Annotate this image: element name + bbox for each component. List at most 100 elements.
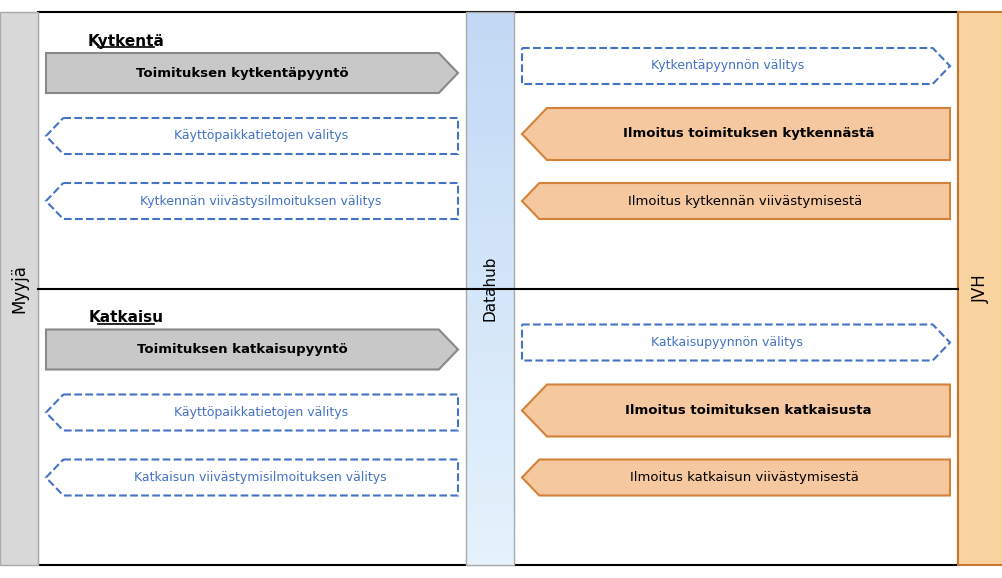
Bar [466, 136, 513, 144]
Bar [466, 454, 513, 462]
Bar [957, 12, 1002, 565]
Polygon shape [46, 183, 458, 219]
Bar [466, 171, 513, 179]
Bar [466, 199, 513, 206]
Bar [466, 379, 513, 386]
Bar [466, 192, 513, 199]
Bar [466, 281, 513, 290]
Text: Katkaisu: Katkaisu [88, 310, 163, 325]
Text: Käyttöpaikkatietojen välitys: Käyttöpaikkatietojen välitys [173, 129, 348, 143]
Bar [466, 143, 513, 151]
Polygon shape [521, 108, 949, 160]
Text: Ilmoitus katkaisun viivästymisestä: Ilmoitus katkaisun viivästymisestä [629, 471, 859, 484]
Bar [466, 399, 513, 407]
Bar [466, 109, 513, 117]
Text: Katkaisun viivästymisilmoituksen välitys: Katkaisun viivästymisilmoituksen välitys [134, 471, 387, 484]
Text: Datahub: Datahub [482, 255, 497, 321]
Bar [466, 551, 513, 559]
Bar [466, 482, 513, 490]
Bar [466, 116, 513, 123]
Bar [466, 344, 513, 351]
Polygon shape [521, 48, 949, 84]
Bar [466, 240, 513, 248]
Bar [466, 12, 513, 565]
Text: Kytkentäpyynnön välitys: Kytkentäpyynnön välitys [650, 60, 804, 72]
Bar [466, 538, 513, 545]
Bar [466, 337, 513, 344]
Text: Myyjä: Myyjä [10, 264, 28, 313]
Bar [466, 489, 513, 497]
Bar [466, 213, 513, 220]
Bar [466, 275, 513, 283]
Bar [466, 220, 513, 227]
Bar [466, 358, 513, 365]
Bar [466, 102, 513, 110]
Text: JVH: JVH [971, 274, 989, 303]
Bar [466, 81, 513, 89]
Bar [466, 372, 513, 379]
Bar [466, 413, 513, 421]
Text: Katkaisupyynnön välitys: Katkaisupyynnön välitys [650, 336, 803, 349]
Bar [466, 185, 513, 192]
Bar [466, 47, 513, 54]
Bar [466, 392, 513, 400]
Text: Toimituksen kytkentäpyyntö: Toimituksen kytkentäpyyntö [136, 66, 349, 80]
Bar [466, 95, 513, 103]
Polygon shape [46, 395, 458, 431]
Bar [466, 468, 513, 476]
Bar [466, 440, 513, 449]
Bar [466, 129, 513, 137]
Text: Toimituksen katkaisupyyntö: Toimituksen katkaisupyyntö [137, 343, 348, 356]
Bar [466, 510, 513, 517]
Text: Kytkentä: Kytkentä [87, 34, 164, 49]
Bar [466, 386, 513, 393]
Bar [466, 60, 513, 68]
Bar [466, 123, 513, 130]
Bar [466, 503, 513, 510]
Bar [466, 150, 513, 158]
Bar [466, 268, 513, 276]
Bar [466, 475, 513, 483]
Text: Ilmoitus toimituksen katkaisusta: Ilmoitus toimituksen katkaisusta [624, 404, 871, 417]
Text: Ilmoitus toimituksen kytkennästä: Ilmoitus toimituksen kytkennästä [622, 128, 874, 140]
Bar [466, 558, 513, 566]
Bar [466, 67, 513, 75]
Bar [466, 365, 513, 372]
Polygon shape [46, 118, 458, 154]
Bar [466, 157, 513, 165]
Bar [466, 330, 513, 338]
Bar [466, 496, 513, 503]
Bar [466, 544, 513, 552]
Bar [466, 233, 513, 241]
Bar [466, 447, 513, 455]
Bar [466, 434, 513, 442]
Bar [466, 295, 513, 303]
Bar [466, 524, 513, 531]
Bar [466, 88, 513, 96]
Bar [466, 406, 513, 414]
Text: Kytkennän viivästysilmoituksen välitys: Kytkennän viivästysilmoituksen välitys [140, 195, 381, 208]
Bar [466, 254, 513, 262]
Bar [466, 206, 513, 213]
Bar [466, 309, 513, 317]
Bar [466, 33, 513, 40]
Polygon shape [521, 183, 949, 219]
Polygon shape [521, 384, 949, 436]
Bar [466, 420, 513, 428]
Bar [466, 19, 513, 27]
Bar [466, 54, 513, 61]
Bar [466, 74, 513, 82]
Bar [466, 531, 513, 538]
Bar [466, 316, 513, 324]
Bar [466, 40, 513, 47]
Bar [0, 12, 38, 565]
Bar [466, 164, 513, 172]
Polygon shape [521, 460, 949, 495]
Polygon shape [46, 53, 458, 93]
Bar [466, 302, 513, 310]
Bar [466, 12, 513, 20]
Bar [466, 288, 513, 296]
Text: Ilmoitus kytkennän viivästymisestä: Ilmoitus kytkennän viivästymisestä [627, 195, 861, 208]
Text: Käyttöpaikkatietojen välitys: Käyttöpaikkatietojen välitys [173, 406, 348, 419]
Polygon shape [46, 460, 458, 495]
